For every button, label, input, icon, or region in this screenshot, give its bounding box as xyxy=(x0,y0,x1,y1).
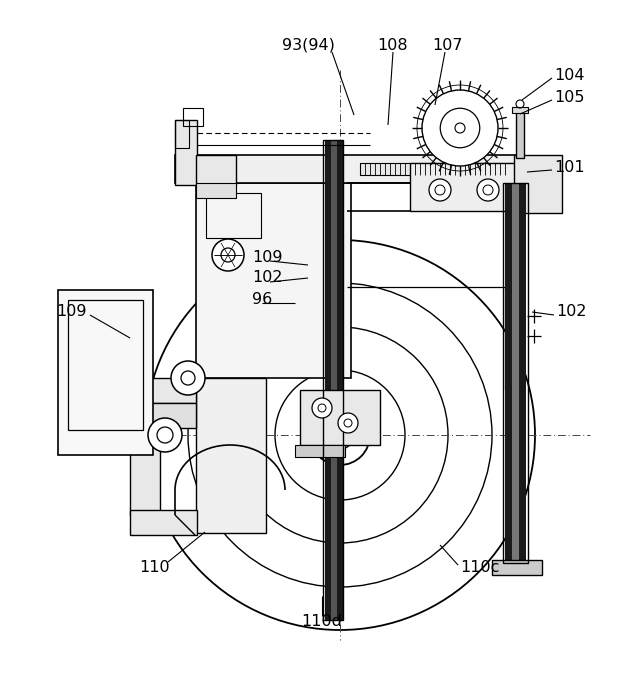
Text: 107: 107 xyxy=(433,38,463,52)
Bar xyxy=(300,390,380,445)
Bar xyxy=(196,378,266,533)
Bar xyxy=(516,108,524,158)
Text: 110: 110 xyxy=(140,561,170,575)
Bar xyxy=(337,140,343,620)
Bar xyxy=(196,155,236,185)
Bar xyxy=(360,163,515,175)
Text: 102: 102 xyxy=(252,271,282,285)
Circle shape xyxy=(312,398,332,418)
Text: 109: 109 xyxy=(252,250,282,264)
Bar xyxy=(175,155,520,183)
Circle shape xyxy=(148,418,182,452)
Bar xyxy=(323,140,343,620)
Circle shape xyxy=(422,90,498,166)
Bar xyxy=(196,183,236,198)
Bar xyxy=(505,183,512,563)
Bar xyxy=(130,425,160,515)
Bar xyxy=(325,140,331,620)
Bar xyxy=(196,183,351,378)
Bar xyxy=(492,560,542,575)
Text: 96: 96 xyxy=(252,293,272,308)
Bar xyxy=(331,140,337,620)
Bar xyxy=(183,108,203,126)
Circle shape xyxy=(171,361,205,395)
Text: 105: 105 xyxy=(554,90,584,104)
Bar xyxy=(514,155,562,213)
Bar xyxy=(206,193,261,238)
Bar xyxy=(130,403,196,428)
Text: 102: 102 xyxy=(556,304,586,320)
Circle shape xyxy=(429,179,451,201)
Bar xyxy=(295,445,345,457)
Bar xyxy=(410,163,515,211)
Bar xyxy=(512,107,528,113)
Bar xyxy=(68,300,143,430)
Bar xyxy=(175,120,189,148)
Text: 104: 104 xyxy=(554,67,584,83)
Text: 108: 108 xyxy=(378,38,408,52)
Text: 109: 109 xyxy=(56,304,86,320)
Text: 110d: 110d xyxy=(301,614,342,629)
Bar xyxy=(130,378,196,403)
Circle shape xyxy=(338,413,358,433)
Bar xyxy=(503,183,528,563)
Bar xyxy=(130,510,197,535)
Text: 93(94): 93(94) xyxy=(282,38,335,52)
Bar xyxy=(512,183,519,563)
Bar xyxy=(519,183,526,563)
Circle shape xyxy=(212,239,244,271)
Text: 101: 101 xyxy=(554,160,584,176)
Bar xyxy=(58,290,153,455)
Circle shape xyxy=(145,240,535,630)
Circle shape xyxy=(477,179,499,201)
Circle shape xyxy=(310,405,370,465)
Bar xyxy=(175,120,197,185)
Text: 110c: 110c xyxy=(460,561,499,575)
